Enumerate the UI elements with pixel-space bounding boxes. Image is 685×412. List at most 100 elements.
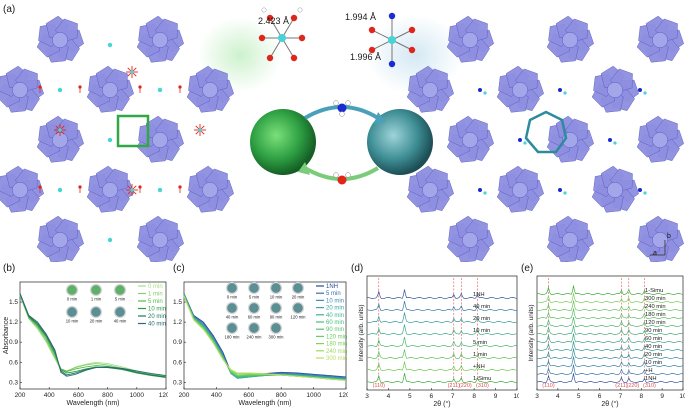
- polyhedral-cluster: [406, 165, 454, 213]
- crystal-inset-photo: [247, 321, 261, 335]
- y-axis-label: Intensity (arb. units): [358, 304, 365, 361]
- trace-label: 60 min: [645, 336, 662, 342]
- legend-label: 180 min: [326, 342, 347, 348]
- polyhedron-core: [422, 82, 438, 98]
- cu-atom: [107, 137, 113, 143]
- cu-atom: [57, 187, 63, 193]
- hkl-label: (310): [643, 383, 656, 389]
- bond-length-right-bottom: 1.996 Å: [350, 52, 382, 62]
- trace-label: 10 min: [473, 328, 490, 334]
- x-axis-label: 2θ (°): [601, 400, 618, 408]
- o-atom: [290, 54, 298, 62]
- polyhedral-cluster: [446, 15, 494, 63]
- n-atom: [388, 60, 396, 68]
- cu-atom: [107, 237, 113, 243]
- crystal-inset-photo: [113, 305, 127, 319]
- legend-label: 40 min: [326, 313, 344, 319]
- polyhedron-core: [12, 82, 28, 98]
- cu-atom: [483, 191, 487, 195]
- x-tick-label: 200: [179, 392, 190, 399]
- y-tick-label: 1.5: [173, 299, 182, 306]
- polyhedral-cluster: [36, 115, 84, 163]
- h-atom: [297, 7, 303, 13]
- cu-atom: [483, 91, 487, 95]
- x-tick-label: 7: [619, 393, 623, 400]
- trace-label: 20 min: [473, 316, 490, 322]
- xrd-trace: [536, 316, 684, 327]
- crystal-inset-photo: [225, 281, 239, 295]
- x-tick-label: 400: [211, 392, 222, 399]
- cu-atom: [57, 87, 63, 93]
- polyhedron-core: [202, 182, 218, 198]
- right-cu-coordination-inset: [368, 12, 416, 68]
- trace-label: 180 min: [645, 312, 666, 318]
- crystal-inset-photo: [247, 281, 261, 295]
- xrd-trace: [366, 300, 518, 311]
- teal-crystal-photo: [367, 109, 433, 175]
- crystal-inset-photo: [269, 281, 283, 295]
- hkl-label: (110): [542, 383, 555, 389]
- cu-atom: [643, 91, 647, 95]
- panel-a: (a) 2.: [0, 4, 684, 262]
- polyhedral-cluster: [496, 65, 544, 113]
- green-square-highlight: [116, 114, 150, 148]
- polyhedral-cluster: [591, 165, 639, 213]
- legend-label: 5 min: [148, 299, 163, 305]
- o-atom: [266, 54, 274, 62]
- xrd-trace: [366, 373, 517, 383]
- legend-label: 5 min: [326, 291, 341, 297]
- o-atom: [337, 175, 347, 185]
- x-tick-label: 1000: [306, 392, 321, 399]
- o-atom: [266, 14, 274, 22]
- x-tick-label: 4: [387, 393, 391, 400]
- n-atom: [558, 188, 562, 192]
- series-line: [183, 295, 347, 381]
- cu-atom: [388, 36, 396, 44]
- hkl-label: (220): [626, 383, 639, 389]
- xrd-trace: [536, 325, 684, 335]
- x-tick-label: 200: [15, 392, 26, 399]
- x-axis-label: 2θ (°): [433, 400, 450, 408]
- inset-label: 240 min: [247, 335, 263, 340]
- x-tick-label: 4: [556, 393, 560, 400]
- series-line: [19, 293, 167, 377]
- h-atom: [333, 100, 339, 106]
- legend-label: 120 min: [326, 334, 347, 340]
- trace-label: 20 min: [645, 352, 662, 358]
- inset-label: 300 min: [269, 335, 285, 340]
- o-atom: [368, 26, 376, 34]
- x-tick-label: 9: [660, 393, 664, 400]
- cu-atom: [523, 141, 527, 145]
- polyhedron-core: [202, 82, 218, 98]
- y-tick-label: 0.9: [173, 339, 182, 346]
- x-tick-label: 5: [408, 393, 412, 400]
- inset-label: 90 min: [270, 315, 283, 320]
- polyhedral-cluster: [36, 15, 84, 63]
- x-tick-label: 6: [429, 393, 433, 400]
- polyhedral-cluster: [636, 215, 684, 262]
- trace-label: 5 min: [473, 340, 487, 346]
- polyhedron-core: [562, 232, 578, 248]
- inset-label: 20 min: [292, 295, 305, 300]
- y-tick-label: 0.3: [173, 379, 182, 386]
- o-atom: [290, 14, 298, 22]
- x-axis-label: Wavelength (nm): [238, 400, 291, 407]
- polyhedron-core: [512, 182, 528, 198]
- trace-label: 300 min: [645, 296, 666, 302]
- inset-label: 10 min: [66, 319, 79, 324]
- series-line: [19, 293, 167, 379]
- trace-label: 120 min: [645, 320, 666, 326]
- x-tick-label: 9: [494, 393, 498, 400]
- inset-label: 20 min: [90, 319, 103, 324]
- n-atom: [638, 188, 642, 192]
- polyhedron-core: [607, 182, 623, 198]
- o-atom: [368, 46, 376, 54]
- polyhedron-core: [152, 132, 168, 148]
- hkl-label: (310): [476, 383, 489, 389]
- x-tick-label: 10: [679, 393, 685, 400]
- polyhedron-core: [152, 232, 168, 248]
- panel-d-label: (d): [351, 263, 364, 274]
- n-atom: [337, 103, 347, 113]
- polyhedral-cluster: [0, 65, 44, 113]
